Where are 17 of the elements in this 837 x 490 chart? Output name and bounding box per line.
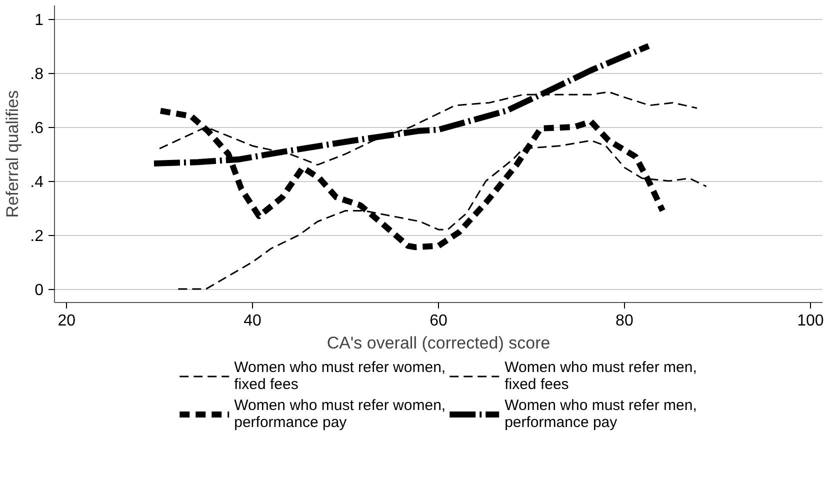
y-axis-title: Referral qualifies xyxy=(3,90,22,218)
legend-label: Women who must refer women, performance pay xyxy=(234,397,446,431)
x-tick-label: 60 xyxy=(430,312,448,330)
x-axis-title: CA's overall (corrected) score xyxy=(326,334,550,352)
y-tick-label: 1 xyxy=(34,12,44,29)
x-tick-label: 80 xyxy=(616,312,634,330)
y-tick-label: .6 xyxy=(30,120,44,137)
legend-label: Women who must refer men, performance pay xyxy=(504,397,697,431)
legend-label: Women who must refer women, fixed fees xyxy=(234,359,446,393)
x-tick-label: 40 xyxy=(244,312,262,330)
y-tick-label: .8 xyxy=(30,66,44,83)
y-tick-label: .4 xyxy=(30,174,44,191)
x-tick-label: 100 xyxy=(797,312,824,330)
legend-label: Women who must refer men, fixed fees xyxy=(504,359,697,393)
x-tick-label: 20 xyxy=(58,312,76,330)
y-tick-label: 0 xyxy=(34,282,44,299)
y-tick-label: .2 xyxy=(30,228,44,245)
